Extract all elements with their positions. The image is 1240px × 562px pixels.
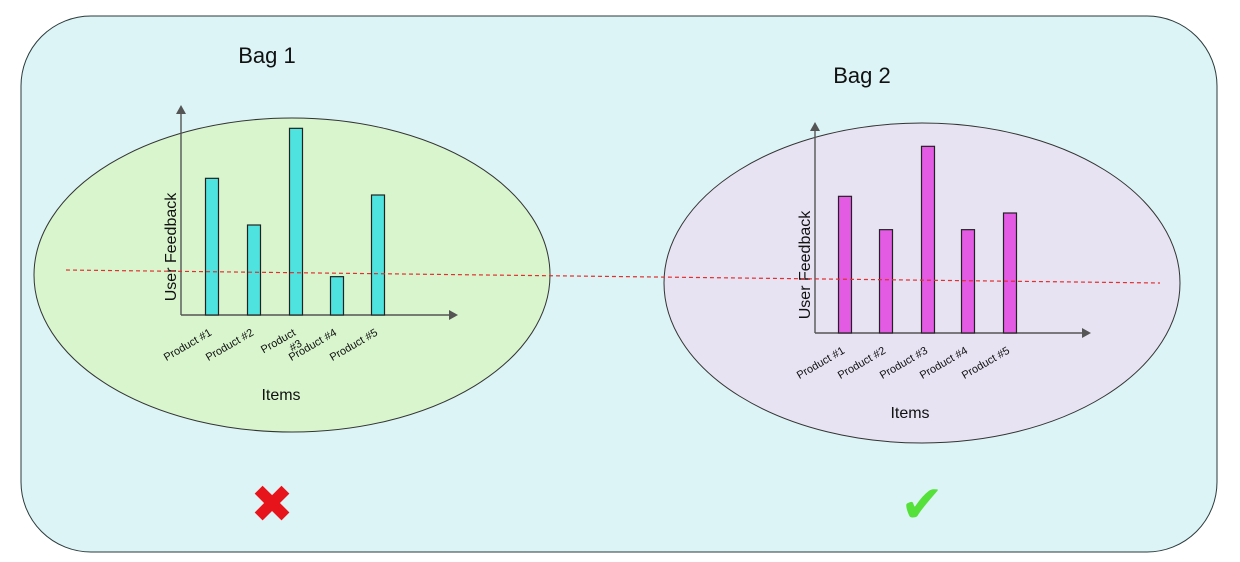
bag-1-bar-3 (288, 127, 304, 316)
bag-2-x-axis-arrow-icon (1082, 328, 1091, 338)
bag-2-bar-2 (878, 229, 894, 334)
threshold-dashed-line (65, 269, 1161, 284)
bag-1-tick-label-3: Product#3 (259, 327, 304, 367)
bag-1-y-axis-arrow-icon (176, 105, 186, 114)
bag-2-x-axis-title: Items (890, 405, 929, 422)
bag-1-bar-4 (329, 276, 345, 316)
bag-1-x-axis-arrow-icon (449, 310, 458, 320)
bag-2-bar-5 (1002, 212, 1018, 334)
bag-1-x-axis-title: Items (261, 387, 300, 404)
bag-1-title: Bag 1 (238, 43, 296, 68)
bag-2-bar-3 (920, 145, 936, 334)
bag-1-bar-2 (246, 224, 262, 316)
bag-1-y-axis-title: User Feedback (163, 192, 180, 301)
bag-1-bar-5 (370, 194, 386, 316)
check-icon: ✔ (900, 475, 944, 535)
bag-2-title: Bag 2 (833, 63, 891, 88)
bag-2-y-axis-title: User Feedback (797, 210, 814, 319)
cross-icon: ✖ (250, 475, 294, 535)
bag-2-bar-4 (960, 229, 976, 334)
bag-1-bar-1 (204, 177, 220, 316)
bag-2-bar-1 (837, 195, 853, 334)
bag-2-y-axis-arrow-icon (810, 122, 820, 131)
